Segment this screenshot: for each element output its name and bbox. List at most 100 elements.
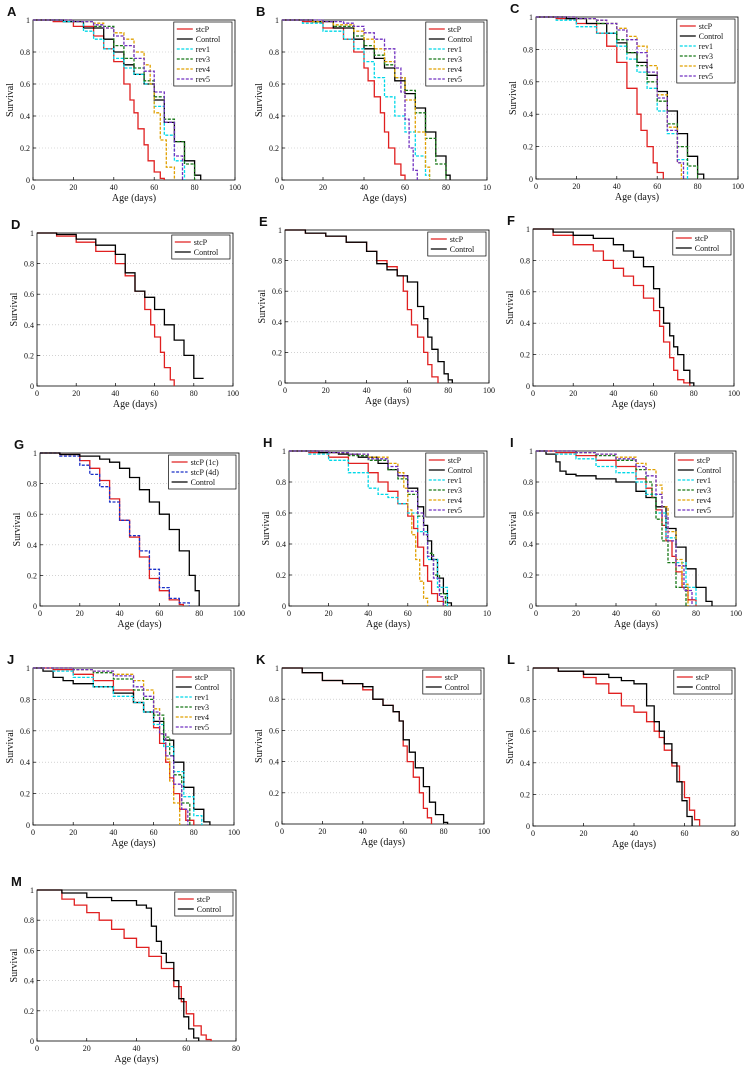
panel-l-xtick-label: 0 <box>531 829 535 838</box>
panel-a-ytick-label: 0.6 <box>20 80 30 89</box>
panel-d-ytick-label: 0.6 <box>24 290 34 299</box>
panel-i-xlabel: Age (days) <box>614 619 658 630</box>
panel-j-xlabel: Age (days) <box>111 838 155 849</box>
panel-a-series-stcp <box>33 19 165 180</box>
panel-b-series-rev5 <box>282 19 418 180</box>
panel-g-ylabel: Survival <box>12 512 23 546</box>
panel-g-legend-box <box>168 454 237 490</box>
panel-a-legend-label: Control <box>196 35 221 44</box>
panel-j-ytick-label: 0.8 <box>20 695 30 704</box>
panel-b-legend-label: rev5 <box>448 75 462 84</box>
panel-h-legend-box <box>425 452 485 518</box>
panel-k-xtick-label: 60 <box>399 827 407 836</box>
panel-a-legend-label: rev5 <box>196 75 210 84</box>
panel-b-xtick-label: 80 <box>442 183 450 192</box>
panel-a-xtick-label: 100 <box>229 183 241 192</box>
panel-e: E 0 0.2 0.4 0.6 0.8 1 0 20 40 60 80 100 Age (days) Sur… <box>257 214 495 407</box>
panel-j-legend-label: rev3 <box>195 703 209 712</box>
panel-h-legend-label: Control <box>448 466 473 475</box>
panel-i-ytick-label: 0.4 <box>523 540 533 549</box>
panel-a-series-rev5 <box>33 19 184 180</box>
panel-f-legend-label: Control <box>695 244 720 253</box>
panel-m-xtick-label: 60 <box>182 1044 190 1053</box>
panel-k-ytick-label: 0.4 <box>269 758 279 767</box>
panel-h-series-rev3 <box>289 450 447 606</box>
panel-c-series-stcp <box>536 16 664 179</box>
panel-e-xtick-label: 0 <box>283 386 287 395</box>
panel-a-letter: A <box>7 4 17 19</box>
panel-h-legend-label: rev5 <box>448 506 462 515</box>
panel-g: G 0 0.2 0.4 0.6 0.8 1 0 20 40 60 80 100 Age (days) Sur… <box>12 437 245 630</box>
panel-g-xtick-label: 20 <box>76 609 84 618</box>
panel-k-xtick-label: 20 <box>318 827 326 836</box>
panel-e-ytick-label: 1 <box>278 226 282 235</box>
panel-b-axes <box>281 19 488 181</box>
panel-a: A 0 0.2 0.4 0.6 0.8 1 0 20 40 60 80 100 Age (days) Sur… <box>5 4 241 204</box>
panel-d-ytick-label: 1 <box>30 229 34 238</box>
panel-f-letter: F <box>507 213 515 228</box>
panel-c-series-rev1 <box>536 16 689 179</box>
panel-m-series-stcp <box>37 889 212 1041</box>
panel-f-ylabel: Survival <box>505 290 516 324</box>
panel-i-xtick-label: 80 <box>692 609 700 618</box>
panel-i-legend-label: rev5 <box>697 506 711 515</box>
panel-i-xtick-label: 0 <box>534 609 538 618</box>
panel-b-xtick-label: 60 <box>401 183 409 192</box>
panel-b-legend-label: stcP <box>448 25 462 34</box>
panel-e-legend-label: Control <box>450 245 475 254</box>
panel-g-xtick-label: 60 <box>155 609 163 618</box>
panel-h-xtick-label: 60 <box>404 609 412 618</box>
panel-e-letter: E <box>259 214 268 229</box>
panel-j-ytick-label: 1 <box>26 664 30 673</box>
panel-j-ylabel: Survival <box>5 729 16 763</box>
panel-h-legend-label: rev3 <box>448 486 462 495</box>
panel-f-xtick-label: 100 <box>728 389 740 398</box>
panel-g-xtick-label: 0 <box>38 609 42 618</box>
panel-h-legend-label: rev1 <box>448 476 462 485</box>
panel-d-xlabel: Age (days) <box>113 399 157 410</box>
panel-l-legend-label: stcP <box>696 673 710 682</box>
panel-e-xlabel: Age (days) <box>365 396 409 407</box>
panel-m-xtick-label: 40 <box>133 1044 141 1053</box>
panel-c-legend-label: rev4 <box>699 62 713 71</box>
panel-f-legend-box <box>672 230 732 256</box>
panel-c-ytick-label: 1 <box>529 13 533 22</box>
panel-d-axes <box>36 232 234 387</box>
panel-i-xtick-label: 20 <box>572 609 580 618</box>
panel-b-xtick-label: 40 <box>360 183 368 192</box>
panel-b-series-rev4 <box>282 19 431 180</box>
panel-b-ytick-label: 0.6 <box>269 80 279 89</box>
panel-k-ytick-label: 1 <box>275 664 279 673</box>
panel-g-legend-label: stcP (4d) <box>191 468 220 477</box>
panel-l-series-control <box>533 667 693 826</box>
panel-l-ytick-label: 1 <box>526 664 530 673</box>
panel-h-axes <box>288 450 488 607</box>
panel-m-legend-box <box>174 891 234 917</box>
panel-l-xtick-label: 80 <box>731 829 739 838</box>
panel-i-ytick-label: 0.2 <box>523 571 533 580</box>
panel-l: L 0 0.2 0.4 0.6 0.8 1 0 20 40 60 80 Age (days) Surviv… <box>505 652 739 850</box>
panel-i-ytick-label: 0.6 <box>523 509 533 518</box>
panel-h-ytick-label: 0.4 <box>276 540 286 549</box>
panel-i-legend-label: rev3 <box>697 486 711 495</box>
panel-j-series-rev5 <box>33 667 189 825</box>
panel-b-legend-label: rev4 <box>448 65 462 74</box>
panel-i-ytick-label: 1 <box>529 447 533 456</box>
panel-a-ytick-label: 0.8 <box>20 48 30 57</box>
panel-a-xlabel: Age (days) <box>112 193 156 204</box>
panel-j-xtick-label: 80 <box>190 828 198 837</box>
panel-e-xtick-label: 20 <box>322 386 330 395</box>
panel-j-legend-label: rev4 <box>195 713 209 722</box>
panel-a-legend-box <box>173 21 233 87</box>
panel-g-ytick-label: 0.8 <box>27 480 37 489</box>
panel-k-xtick-label: 100 <box>478 827 490 836</box>
panel-j: J 0 0.2 0.4 0.6 0.8 1 0 20 40 60 80 100 Age (days) Sur… <box>5 652 240 849</box>
panel-k-xtick-label: 0 <box>280 827 284 836</box>
panel-b-legend-label: rev3 <box>448 55 462 64</box>
panel-g-xtick-label: 100 <box>233 609 245 618</box>
panel-m-legend-label: Control <box>197 905 222 914</box>
